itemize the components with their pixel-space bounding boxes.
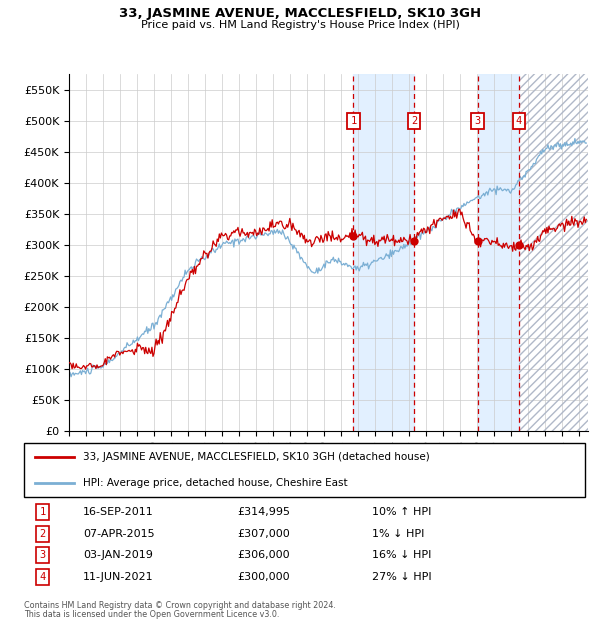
Text: 16% ↓ HPI: 16% ↓ HPI bbox=[372, 551, 431, 560]
Text: 03-JAN-2019: 03-JAN-2019 bbox=[83, 551, 153, 560]
Text: £307,000: £307,000 bbox=[237, 529, 290, 539]
Text: Contains HM Land Registry data © Crown copyright and database right 2024.: Contains HM Land Registry data © Crown c… bbox=[24, 601, 336, 611]
Bar bbox=[353, 74, 414, 431]
Text: 10% ↑ HPI: 10% ↑ HPI bbox=[372, 507, 431, 517]
Text: 33, JASMINE AVENUE, MACCLESFIELD, SK10 3GH: 33, JASMINE AVENUE, MACCLESFIELD, SK10 3… bbox=[119, 7, 481, 20]
Text: £306,000: £306,000 bbox=[237, 551, 290, 560]
Text: 1: 1 bbox=[350, 116, 356, 126]
Text: 3: 3 bbox=[475, 116, 481, 126]
Text: 4: 4 bbox=[516, 116, 522, 126]
Text: 1% ↓ HPI: 1% ↓ HPI bbox=[372, 529, 424, 539]
Text: 11-JUN-2021: 11-JUN-2021 bbox=[83, 572, 154, 582]
Text: HPI: Average price, detached house, Cheshire East: HPI: Average price, detached house, Ches… bbox=[83, 478, 347, 488]
Text: 33, JASMINE AVENUE, MACCLESFIELD, SK10 3GH (detached house): 33, JASMINE AVENUE, MACCLESFIELD, SK10 3… bbox=[83, 452, 430, 462]
FancyBboxPatch shape bbox=[24, 443, 585, 497]
Text: 16-SEP-2011: 16-SEP-2011 bbox=[83, 507, 154, 517]
Text: 1: 1 bbox=[40, 507, 46, 517]
Text: This data is licensed under the Open Government Licence v3.0.: This data is licensed under the Open Gov… bbox=[24, 610, 280, 619]
Text: £300,000: £300,000 bbox=[237, 572, 290, 582]
Text: 2: 2 bbox=[411, 116, 417, 126]
Bar bbox=[478, 74, 519, 431]
Text: 07-APR-2015: 07-APR-2015 bbox=[83, 529, 155, 539]
Text: 3: 3 bbox=[40, 551, 46, 560]
Text: 27% ↓ HPI: 27% ↓ HPI bbox=[372, 572, 431, 582]
Text: Price paid vs. HM Land Registry's House Price Index (HPI): Price paid vs. HM Land Registry's House … bbox=[140, 20, 460, 30]
Text: 4: 4 bbox=[40, 572, 46, 582]
Text: £314,995: £314,995 bbox=[237, 507, 290, 517]
Text: 2: 2 bbox=[40, 529, 46, 539]
